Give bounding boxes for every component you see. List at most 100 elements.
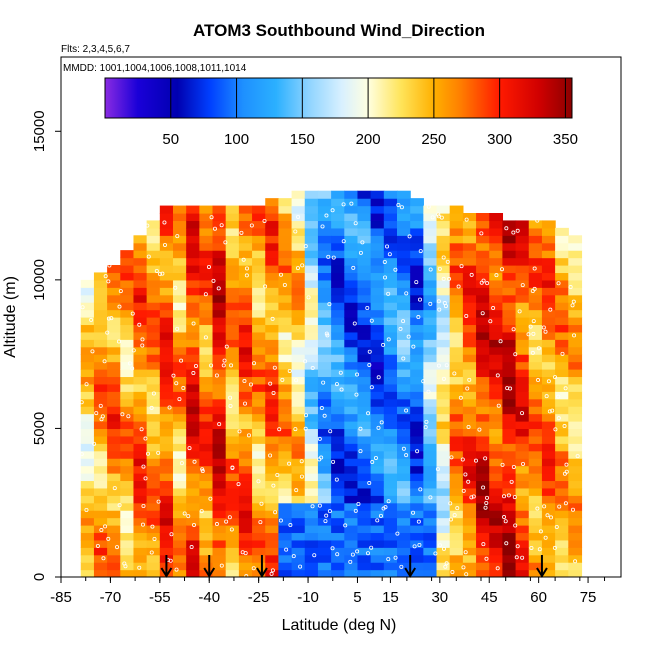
heatmap-cell	[133, 331, 148, 340]
observation-point	[169, 532, 174, 537]
heatmap-cell	[489, 213, 504, 222]
observation-point	[556, 281, 561, 286]
heatmap-cell	[528, 227, 543, 236]
observation-point	[480, 311, 485, 316]
heatmap-cell	[93, 383, 108, 392]
heatmap-cell	[331, 435, 345, 444]
heatmap-cell	[568, 569, 583, 577]
heatmap-cell	[159, 205, 174, 214]
heatmap-cell	[317, 443, 332, 452]
heatmap-cell	[238, 487, 253, 496]
heatmap-cell	[383, 213, 398, 222]
heatmap-cell	[489, 257, 504, 266]
heatmap-cell	[265, 235, 280, 244]
heatmap-cell	[357, 250, 372, 259]
heatmap-cell	[278, 502, 293, 511]
observation-point	[293, 229, 298, 234]
heatmap-cell	[476, 480, 490, 489]
heatmap-cell	[186, 235, 200, 244]
heatmap-cell	[357, 220, 372, 229]
heatmap-cell	[528, 487, 543, 496]
heatmap-cell	[410, 428, 424, 437]
heatmap-cell	[410, 435, 424, 444]
observation-point	[84, 507, 89, 512]
heatmap-cell	[383, 525, 398, 534]
heatmap-cell	[489, 331, 504, 340]
heatmap-cell	[291, 525, 306, 534]
heatmap-cell	[212, 213, 227, 222]
observation-point	[464, 217, 469, 222]
heatmap-cell	[212, 458, 227, 467]
heatmap-cell	[317, 220, 332, 229]
heatmap-cell	[370, 554, 385, 563]
heatmap-cell	[317, 547, 332, 556]
heatmap-cell	[515, 287, 530, 296]
observation-point	[317, 436, 322, 441]
observation-point	[520, 411, 525, 416]
heatmap-cell	[397, 331, 411, 340]
observation-point	[187, 446, 192, 451]
heatmap-cell	[265, 354, 280, 363]
heatmap-cell	[159, 265, 174, 274]
heatmap-cell	[357, 265, 372, 274]
heatmap-cell	[265, 220, 280, 229]
heatmap-cell	[410, 361, 424, 370]
heatmap-cell	[436, 279, 451, 288]
heatmap-cell	[238, 257, 253, 266]
heatmap-cell	[159, 495, 174, 504]
heatmap-cell	[515, 435, 530, 444]
heatmap-cell	[173, 525, 187, 534]
heatmap-cell	[344, 547, 359, 556]
heatmap-cell	[502, 369, 517, 378]
heatmap-cell	[252, 502, 266, 511]
heatmap-cell	[265, 569, 280, 577]
heatmap-cell	[146, 443, 161, 452]
heatmap-cell	[199, 510, 214, 519]
heatmap-cell	[238, 309, 253, 318]
heatmap-cell	[146, 495, 161, 504]
heatmap-cell	[304, 213, 319, 222]
heatmap-cell	[476, 554, 490, 563]
heatmap-cell	[199, 443, 214, 452]
heatmap-cell	[528, 257, 543, 266]
heatmap-cell	[173, 361, 187, 370]
heatmap-cell	[357, 331, 372, 340]
heatmap-cell	[133, 346, 148, 355]
heatmap-cell	[476, 413, 490, 422]
heatmap-cell	[304, 495, 319, 504]
heatmap-cell	[370, 220, 385, 229]
heatmap-cell	[212, 279, 227, 288]
observation-point	[367, 362, 372, 367]
observation-point	[175, 326, 180, 331]
heatmap-cell	[476, 242, 490, 251]
heatmap-cell	[199, 435, 214, 444]
heatmap-cell	[146, 287, 161, 296]
heatmap-cell	[344, 272, 359, 281]
heatmap-cell	[568, 376, 583, 385]
heatmap-cell	[173, 242, 187, 251]
heatmap-cell	[515, 465, 530, 474]
heatmap-cell	[80, 517, 95, 526]
heatmap-cell	[252, 510, 266, 519]
heatmap-cell	[278, 554, 293, 563]
observation-point	[500, 462, 505, 467]
observation-point	[452, 513, 457, 518]
heatmap-cell	[265, 250, 280, 259]
heatmap-cell	[107, 398, 121, 407]
heatmap-cell	[278, 525, 293, 534]
heatmap-cell	[317, 487, 332, 496]
heatmap-cell	[462, 302, 477, 311]
heatmap-cell	[568, 458, 583, 467]
heatmap-cell	[476, 562, 490, 571]
heatmap-cell	[476, 443, 490, 452]
heatmap-cell	[515, 502, 530, 511]
heatmap-cell	[423, 205, 438, 214]
heatmap-cell	[555, 554, 569, 563]
heatmap-cell	[436, 406, 451, 415]
heatmap-cell	[199, 354, 214, 363]
heatmap-cell	[344, 265, 359, 274]
heatmap-cell	[502, 346, 517, 355]
heatmap-cell	[225, 317, 240, 326]
heatmap-cell	[93, 309, 108, 318]
heatmap-cell	[357, 487, 372, 496]
